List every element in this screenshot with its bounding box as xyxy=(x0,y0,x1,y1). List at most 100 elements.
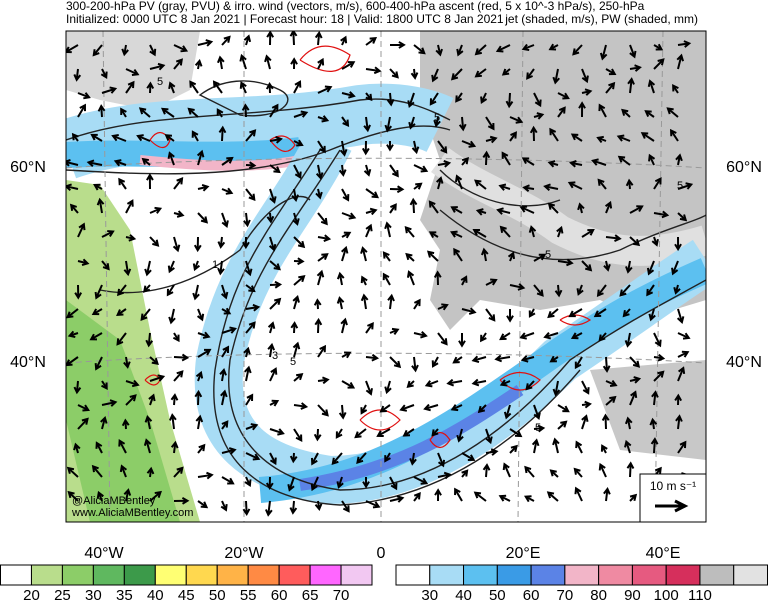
wind-vector xyxy=(581,380,590,395)
wind-vector xyxy=(528,308,536,318)
wind-vector xyxy=(648,153,656,166)
wind-vector xyxy=(593,308,607,318)
wind-vector xyxy=(331,452,343,466)
wind-vector xyxy=(649,417,658,430)
wind-vector xyxy=(269,428,285,436)
wind-vector xyxy=(292,212,300,226)
wind-vector xyxy=(269,399,280,407)
reference-arrow xyxy=(655,499,689,513)
contour-label: 5 xyxy=(545,249,551,261)
wind-vector xyxy=(671,260,679,276)
wind-vector xyxy=(473,491,487,502)
wind-vector xyxy=(524,465,535,478)
wind-vector xyxy=(149,356,159,366)
wind-vector xyxy=(648,308,656,322)
wind-vector xyxy=(341,231,352,239)
wind-vector xyxy=(125,68,140,77)
wind-vector xyxy=(123,356,131,369)
wind-vector xyxy=(384,116,393,133)
wind-vector xyxy=(603,487,611,502)
wind-vector xyxy=(460,275,468,286)
wind-vector xyxy=(269,260,281,271)
wind-vector xyxy=(95,441,103,454)
wind-vector xyxy=(475,208,487,216)
wind-vector xyxy=(626,461,635,478)
wind-vector xyxy=(121,418,130,430)
wind-vector xyxy=(245,452,261,461)
subtitle-left: Initialized: 0000 UTC 8 Jan 2021 | Forec… xyxy=(66,12,504,26)
wind-vector xyxy=(458,332,466,348)
wind-vector xyxy=(287,476,295,492)
colorbar-box xyxy=(564,564,600,586)
wind-vector xyxy=(627,77,635,94)
wind-vector xyxy=(121,44,129,57)
wind-vector xyxy=(221,156,234,166)
wind-vector xyxy=(92,44,103,57)
wind-vector xyxy=(265,476,274,490)
wind-vector xyxy=(317,376,330,385)
wind-vector xyxy=(456,428,464,443)
wind-vector xyxy=(94,284,103,300)
wind-vector xyxy=(389,68,399,79)
wind-vector xyxy=(293,139,304,147)
wind-vector xyxy=(149,206,163,214)
wind-vector xyxy=(149,44,157,57)
wind-vector xyxy=(144,414,153,430)
title-line: 300-200-hPa PV (gray, PVU) & irro. wind … xyxy=(66,0,645,13)
wind-vector xyxy=(409,197,418,214)
wind-vector xyxy=(73,442,81,454)
wind-vector xyxy=(568,308,583,318)
wind-vector xyxy=(220,284,229,300)
wind-vector xyxy=(431,356,439,368)
wind-vector xyxy=(264,54,272,70)
wind-vector xyxy=(577,202,585,214)
colorbar-box xyxy=(123,564,156,586)
wind-vector xyxy=(221,307,232,315)
colorbar-label: 50 xyxy=(209,587,226,604)
wind-vector xyxy=(317,404,329,417)
wind-vector xyxy=(556,225,564,238)
colorbar-label: 90 xyxy=(624,587,641,604)
wind-vector xyxy=(450,68,463,81)
wind-vector xyxy=(212,80,223,94)
wind-vector xyxy=(411,140,420,155)
wind-vector xyxy=(399,404,415,412)
wind-vector xyxy=(653,370,665,382)
wind-vector xyxy=(604,200,613,214)
wind-vector xyxy=(341,61,356,70)
wind-vector xyxy=(315,188,323,200)
wind-vector xyxy=(600,444,608,454)
wind-vector xyxy=(365,380,373,396)
wind-vector xyxy=(365,321,374,334)
wind-vector xyxy=(360,246,368,262)
wind-vector xyxy=(339,140,348,157)
wind-vector xyxy=(567,181,583,190)
wind-vector xyxy=(482,150,491,166)
wind-vector xyxy=(629,390,638,406)
wind-vector xyxy=(314,31,323,46)
wind-vector xyxy=(507,251,516,262)
wind-vector xyxy=(677,332,691,340)
wind-vector xyxy=(624,439,632,454)
wind-vector xyxy=(245,284,256,293)
wind-vector xyxy=(77,222,86,238)
colorbars: 20 25 30 35 40 45 50 55 60 65 70 30 40 50 60 70 80 90 100 1… xyxy=(0,564,768,604)
wind-vector xyxy=(149,236,160,247)
wind-vector xyxy=(509,131,517,142)
wind-vector xyxy=(338,164,347,177)
wind-vector xyxy=(189,80,199,94)
wind-vector xyxy=(245,161,257,170)
wind-vector xyxy=(437,452,446,468)
wind-vector xyxy=(77,258,90,267)
wind-vector xyxy=(494,354,511,363)
wind-vector xyxy=(242,236,250,250)
wind-vector xyxy=(244,365,252,382)
colorbar-box xyxy=(665,564,701,586)
wind-vector xyxy=(365,500,381,509)
lon-label: 20°W xyxy=(224,545,264,562)
wind-vector xyxy=(217,236,226,249)
colorbar-box xyxy=(92,564,125,586)
wind-vector xyxy=(406,270,415,286)
wind-vector xyxy=(547,160,559,168)
wind-vector xyxy=(67,330,79,339)
